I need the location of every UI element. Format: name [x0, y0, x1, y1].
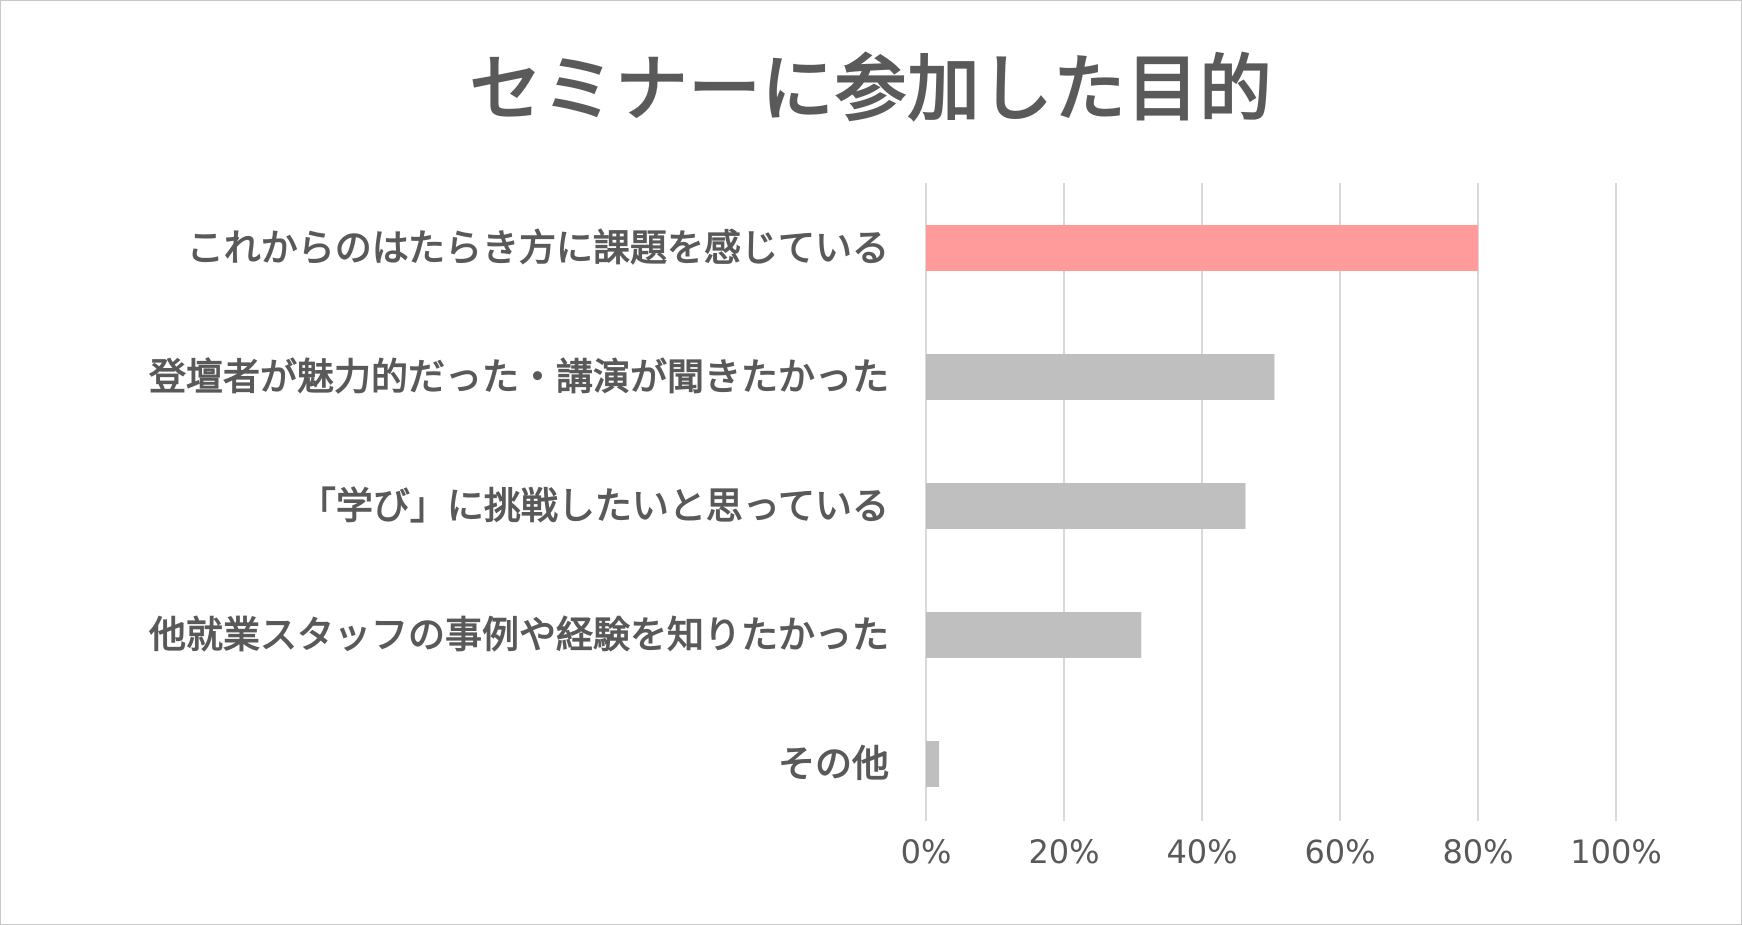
category-label: 登壇者が魅力的だった・講演が聞きたかった [148, 356, 889, 399]
x-tick-label: 80% [1442, 833, 1513, 871]
bar-highlight [926, 225, 1478, 271]
category-label: これからのはたらき方に課題を感じている [187, 227, 889, 270]
bar [926, 354, 1275, 400]
x-tick-label: 0% [901, 833, 952, 871]
category-label: 「学び」に挑戦したいと思っている [299, 485, 889, 528]
bar [926, 741, 940, 787]
chart-title: セミナーに参加した目的 [469, 47, 1273, 131]
x-tick-label: 40% [1166, 833, 1237, 871]
bar [926, 483, 1246, 529]
x-tick-label: 60% [1304, 833, 1375, 871]
x-tick-label: 20% [1028, 833, 1099, 871]
x-tick-label: 100% [1570, 833, 1661, 871]
bar [926, 612, 1142, 658]
category-label: 他就業スタッフの事例や経験を知りたかった [148, 614, 889, 657]
category-label: その他 [778, 743, 889, 786]
